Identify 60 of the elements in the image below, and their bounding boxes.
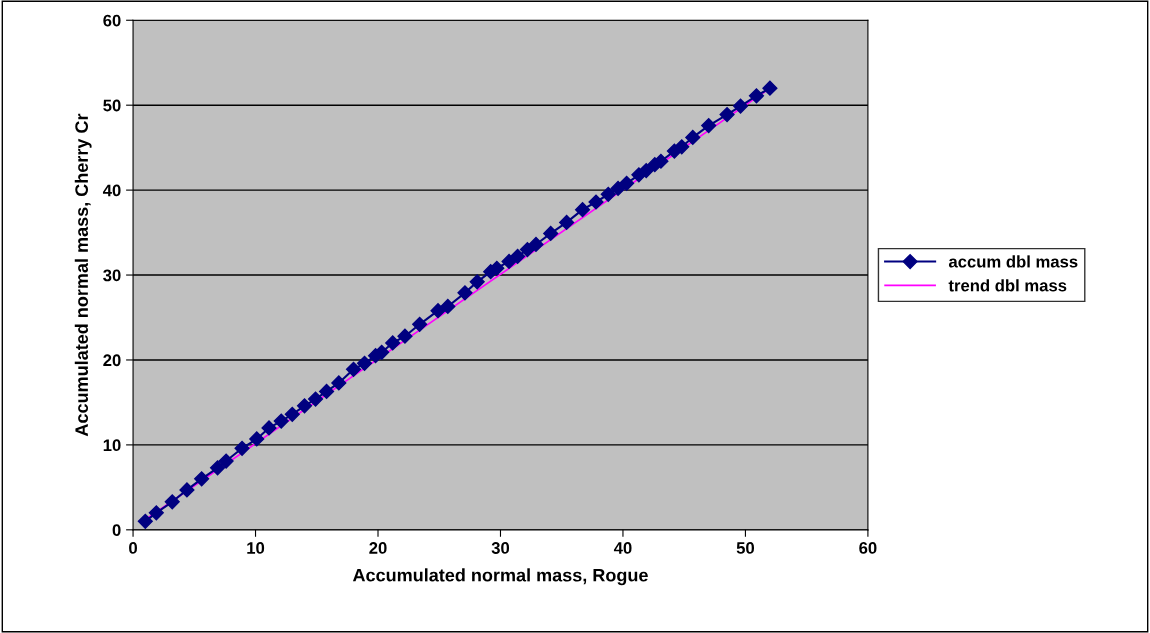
x-tick-label: 20 bbox=[369, 542, 387, 554]
point bbox=[440, 298, 456, 315]
point bbox=[543, 225, 559, 241]
point bbox=[701, 117, 717, 134]
legend-label: trend dbl mass bbox=[948, 279, 1067, 292]
point bbox=[619, 175, 635, 191]
point bbox=[273, 413, 289, 429]
x-tick-label: 50 bbox=[736, 542, 755, 554]
point bbox=[412, 316, 428, 332]
x-tick-label: 10 bbox=[247, 542, 265, 554]
point bbox=[588, 194, 604, 210]
point bbox=[748, 88, 765, 104]
point bbox=[148, 505, 164, 521]
point bbox=[430, 303, 446, 319]
point bbox=[261, 420, 277, 436]
x-tick-label: 30 bbox=[491, 542, 510, 554]
point bbox=[318, 383, 335, 399]
point bbox=[296, 398, 313, 414]
point bbox=[397, 328, 413, 344]
point bbox=[685, 129, 701, 146]
point bbox=[164, 494, 180, 510]
x-axis-title: Accumulated normal mass, Rogue bbox=[352, 568, 648, 586]
point bbox=[179, 482, 195, 498]
point bbox=[600, 186, 616, 202]
point bbox=[457, 285, 473, 301]
y-tick-label: 0 bbox=[112, 524, 121, 537]
point bbox=[284, 406, 300, 422]
x-tick-label: 40 bbox=[613, 542, 632, 554]
point bbox=[345, 361, 362, 377]
legend-label: accum dbl mass bbox=[948, 255, 1078, 268]
x-tick-label: 60 bbox=[859, 542, 877, 554]
point bbox=[331, 375, 347, 391]
point bbox=[559, 214, 575, 230]
point bbox=[356, 355, 373, 371]
y-tick-label: 40 bbox=[102, 184, 121, 197]
y-axis-title: Accumulated normal mass, Cherry Cr bbox=[74, 113, 92, 437]
x-tick-label: 0 bbox=[129, 542, 138, 554]
point bbox=[307, 391, 324, 407]
point bbox=[528, 236, 544, 253]
y-tick-label: 60 bbox=[103, 14, 121, 27]
point bbox=[762, 80, 778, 96]
point bbox=[574, 202, 591, 218]
point bbox=[719, 106, 735, 123]
point bbox=[501, 253, 517, 270]
point bbox=[510, 248, 526, 264]
y-tick-label: 20 bbox=[103, 354, 121, 367]
y-tick-label: 30 bbox=[103, 269, 121, 282]
point bbox=[674, 139, 690, 155]
point bbox=[209, 460, 226, 476]
point bbox=[249, 431, 265, 447]
point bbox=[469, 274, 485, 290]
point bbox=[638, 163, 654, 179]
point bbox=[732, 98, 749, 114]
point bbox=[137, 513, 153, 529]
point bbox=[385, 335, 401, 351]
point bbox=[194, 471, 210, 487]
point bbox=[234, 440, 250, 456]
y-tick-label: 50 bbox=[103, 99, 121, 112]
y-tick-label: 10 bbox=[103, 439, 121, 452]
point bbox=[218, 453, 234, 469]
